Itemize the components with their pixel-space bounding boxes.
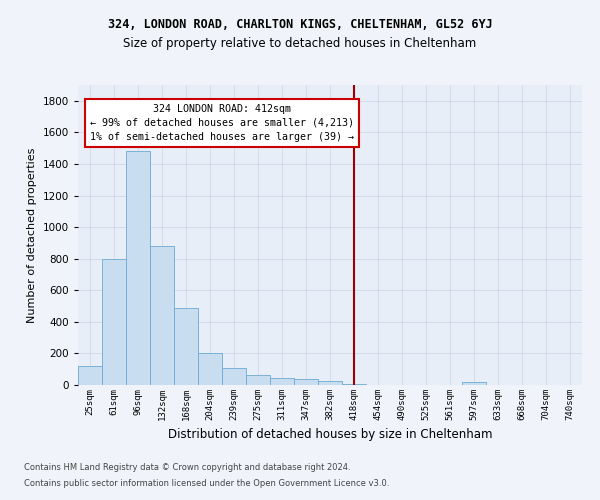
Bar: [462, 382, 486, 385]
Bar: [294, 380, 318, 385]
Bar: [270, 378, 294, 385]
Bar: [222, 368, 246, 385]
Text: Contains HM Land Registry data © Crown copyright and database right 2024.: Contains HM Land Registry data © Crown c…: [24, 464, 350, 472]
Bar: [198, 352, 222, 385]
Text: Contains public sector information licensed under the Open Government Licence v3: Contains public sector information licen…: [24, 478, 389, 488]
Bar: [174, 308, 198, 385]
Bar: [78, 366, 102, 385]
Text: 324, LONDON ROAD, CHARLTON KINGS, CHELTENHAM, GL52 6YJ: 324, LONDON ROAD, CHARLTON KINGS, CHELTE…: [107, 18, 493, 30]
Bar: [150, 246, 174, 385]
Text: Size of property relative to detached houses in Cheltenham: Size of property relative to detached ho…: [124, 38, 476, 51]
Bar: [342, 384, 366, 385]
Bar: [126, 152, 150, 385]
Text: 324 LONDON ROAD: 412sqm
← 99% of detached houses are smaller (4,213)
1% of semi-: 324 LONDON ROAD: 412sqm ← 99% of detache…: [90, 104, 354, 142]
Bar: [246, 374, 270, 385]
Bar: [102, 258, 126, 385]
Bar: [318, 381, 342, 385]
Y-axis label: Number of detached properties: Number of detached properties: [27, 148, 37, 322]
X-axis label: Distribution of detached houses by size in Cheltenham: Distribution of detached houses by size …: [168, 428, 492, 442]
